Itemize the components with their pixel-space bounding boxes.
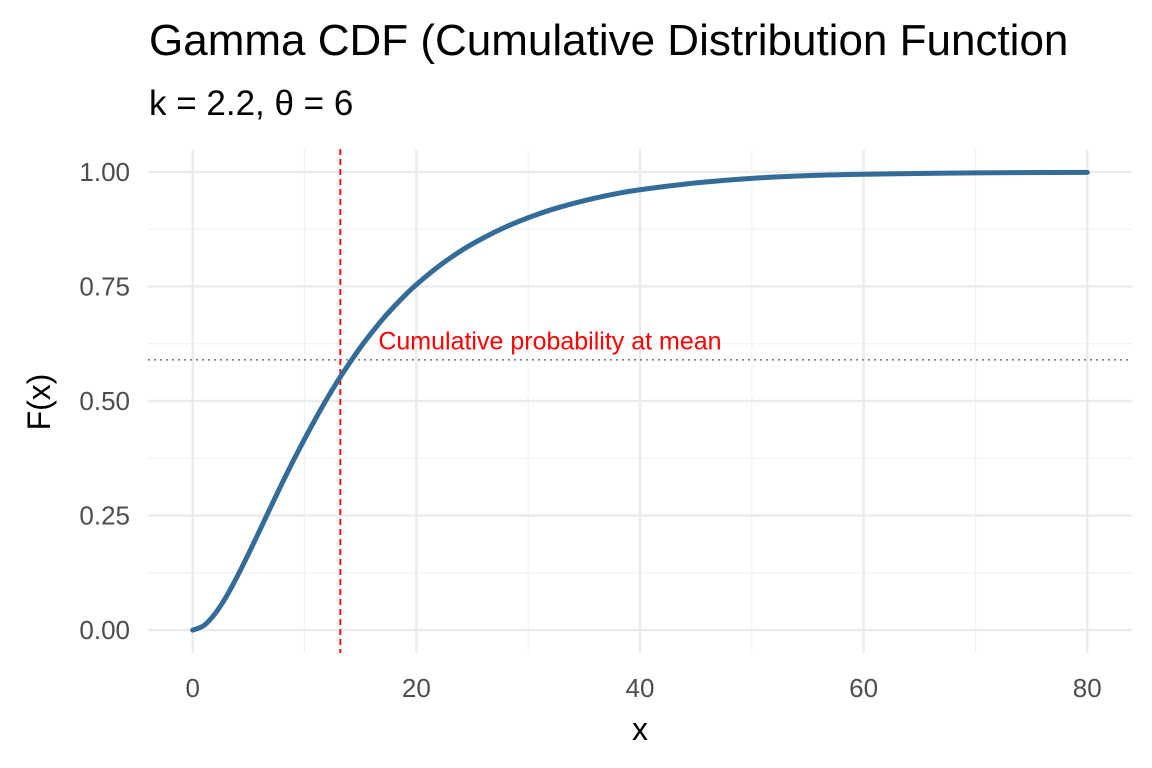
y-tick-label: 0.00: [79, 615, 130, 645]
x-tick-label: 80: [1073, 673, 1102, 703]
tick-labels: 0 20 40 60 80 0.00 0.25 0.50 0.75 1.00: [79, 157, 1101, 703]
mean-annotation-label: Cumulative probability at mean: [378, 328, 721, 356]
x-tick-label: 60: [849, 673, 878, 703]
y-axis-title: F(x): [21, 374, 57, 431]
x-tick-label: 40: [626, 673, 655, 703]
cdf-series-line: [190, 169, 1090, 633]
x-axis-title: x: [632, 711, 648, 747]
chart-title: Gamma CDF (Cumulative Distribution Funct…: [149, 16, 1069, 65]
y-tick-label: 1.00: [79, 157, 130, 187]
reference-lines: [148, 149, 1132, 653]
x-tick-label: 20: [402, 673, 431, 703]
x-tick-label: 0: [185, 673, 199, 703]
chart-subtitle: k = 2.2, θ = 6: [149, 84, 354, 123]
y-tick-label: 0.25: [79, 501, 130, 531]
y-tick-label: 0.50: [79, 386, 130, 416]
y-tick-label: 0.75: [79, 271, 130, 301]
series-layer: Cumulative probability at mean: [190, 169, 1090, 633]
major-gridlines: [148, 149, 1132, 653]
